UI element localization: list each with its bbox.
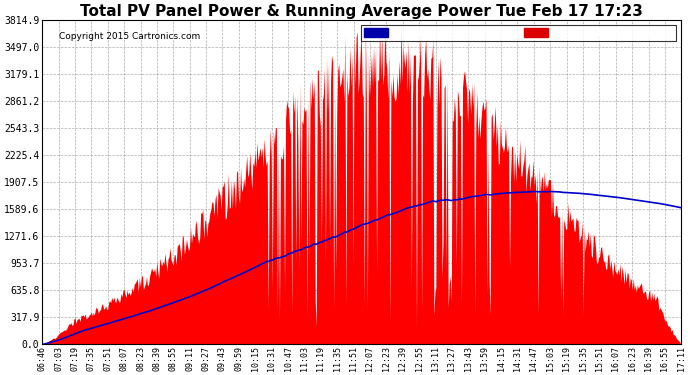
- Legend: Average  (DC Watts), PV Panels  (DC Watts): Average (DC Watts), PV Panels (DC Watts): [361, 25, 676, 41]
- Text: Copyright 2015 Cartronics.com: Copyright 2015 Cartronics.com: [59, 32, 200, 41]
- Title: Total PV Panel Power & Running Average Power Tue Feb 17 17:23: Total PV Panel Power & Running Average P…: [80, 4, 643, 19]
